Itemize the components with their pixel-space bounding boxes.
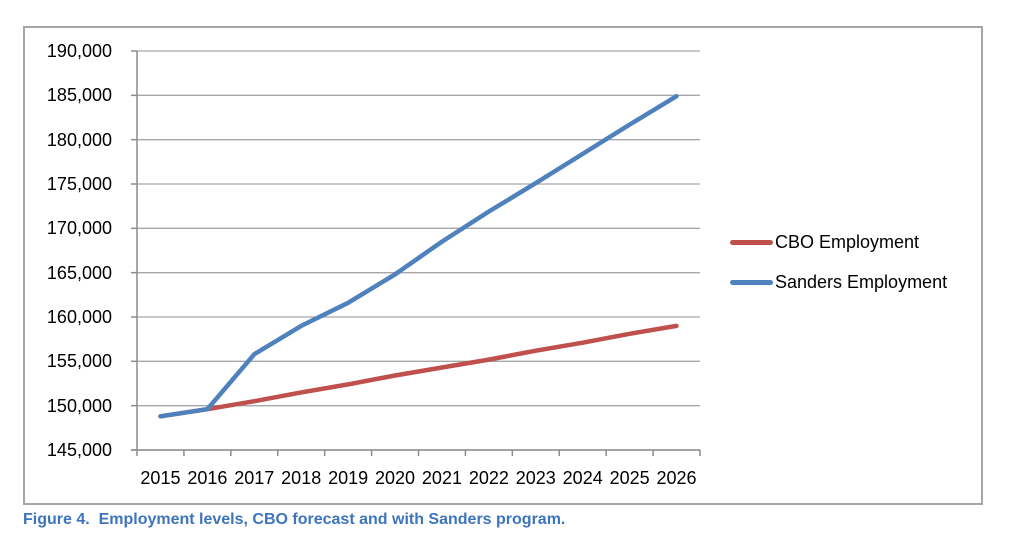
chart-area: 190,000 185,000 180,000 175,000 170,000 165,0… bbox=[23, 26, 983, 505]
series-line-sanders-employment bbox=[158, 93, 679, 419]
x-axis-label: 2021 bbox=[421, 468, 462, 488]
x-axis-label: 2020 bbox=[375, 468, 416, 488]
y-axis-label: 175,000 bbox=[46, 174, 112, 194]
y-axis-label: 145,000 bbox=[46, 440, 112, 460]
legend-label: CBO Employment bbox=[775, 232, 920, 252]
series-line-cbo-employment bbox=[158, 323, 679, 419]
x-axis-label: 2015 bbox=[140, 468, 181, 488]
y-axis-label: 155,000 bbox=[46, 351, 112, 372]
x-axis-label: 2019 bbox=[328, 468, 369, 488]
x-axis-label: 2016 bbox=[187, 468, 228, 488]
figure-caption: Figure 4. Employment levels, CBO forecas… bbox=[23, 511, 566, 528]
legend-label: Sanders Employment bbox=[775, 272, 948, 292]
y-axis-label: 150,000 bbox=[46, 395, 112, 416]
y-axis-label: 160,000 bbox=[46, 307, 112, 327]
y-axis-label: 165,000 bbox=[46, 262, 112, 283]
y-axis-label: 185,000 bbox=[46, 85, 112, 106]
y-axis-label: 180,000 bbox=[46, 129, 112, 150]
x-axis-label: 2026 bbox=[656, 468, 697, 488]
legend-line-swatch bbox=[730, 279, 773, 285]
y-axis-label: 170,000 bbox=[46, 218, 112, 239]
x-axis-label: 2018 bbox=[281, 468, 322, 488]
legend-line-swatch bbox=[730, 239, 773, 245]
x-axis-label: 2024 bbox=[562, 468, 603, 488]
x-axis-label: 2022 bbox=[468, 468, 509, 488]
x-axis-label: 2023 bbox=[515, 468, 556, 488]
plot-canvas bbox=[131, 50, 701, 456]
x-axis-label: 2025 bbox=[609, 468, 650, 488]
legend-item: Sanders Employment bbox=[730, 271, 947, 293]
x-axis-label: 2017 bbox=[234, 468, 275, 488]
legend-item: CBO Employment bbox=[730, 231, 919, 253]
y-axis-label: 190,000 bbox=[46, 41, 112, 61]
